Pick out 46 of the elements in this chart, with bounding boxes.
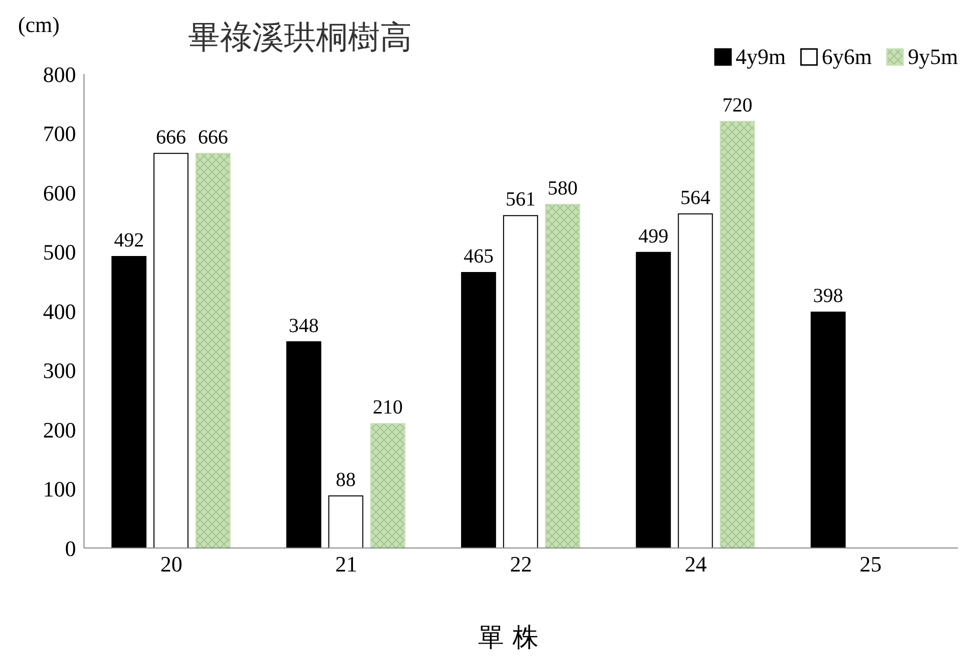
data-label: 398 <box>813 285 844 308</box>
bar <box>111 256 146 548</box>
x-tick-label: 20 <box>160 552 182 577</box>
data-label: 720 <box>722 94 752 116</box>
bar <box>461 272 496 548</box>
bar <box>636 252 671 548</box>
y-tick-label: 400 <box>43 298 76 324</box>
y-tick-label: 300 <box>43 358 76 384</box>
data-label: 210 <box>372 396 403 419</box>
bar <box>810 312 846 548</box>
bar <box>545 204 580 548</box>
data-label: 580 <box>548 177 578 200</box>
y-axis-title: (cm) <box>18 12 60 38</box>
x-tick-label: 22 <box>510 552 532 577</box>
data-label: 492 <box>114 229 144 252</box>
bar <box>503 215 538 548</box>
data-label: 666 <box>198 126 228 148</box>
legend-label: 9y5m <box>908 44 958 70</box>
bar <box>678 213 713 548</box>
y-tick-label: 700 <box>43 121 76 146</box>
y-tick-label: 100 <box>43 476 76 502</box>
y-tick-label: 200 <box>43 417 76 442</box>
data-label: 561 <box>506 188 536 211</box>
y-tick-label: 500 <box>43 240 76 265</box>
data-label: 88 <box>336 468 356 491</box>
x-axis-title: 單 株 <box>478 622 538 655</box>
x-tick-label: 25 <box>860 552 882 577</box>
bar <box>153 152 188 548</box>
y-tick-label: 800 <box>43 62 76 87</box>
x-tick-label: 21 <box>335 552 358 577</box>
x-tick-label: 24 <box>684 552 707 577</box>
y-tick-label: 600 <box>43 180 76 206</box>
legend-label: 6y6m <box>822 44 872 70</box>
y-tick-label: 0 <box>65 536 76 561</box>
bar <box>195 152 230 548</box>
bar <box>328 495 364 548</box>
data-label: 465 <box>464 245 494 268</box>
data-label: 666 <box>156 126 186 148</box>
legend-label: 4y9m <box>736 44 786 70</box>
bar <box>720 120 755 548</box>
data-label: 348 <box>288 314 319 337</box>
chart-title: 畢祿溪珙桐樹高 <box>188 17 412 58</box>
data-label: 499 <box>638 225 668 248</box>
data-label: 564 <box>680 186 710 209</box>
bar <box>370 423 406 548</box>
bar <box>286 341 322 548</box>
